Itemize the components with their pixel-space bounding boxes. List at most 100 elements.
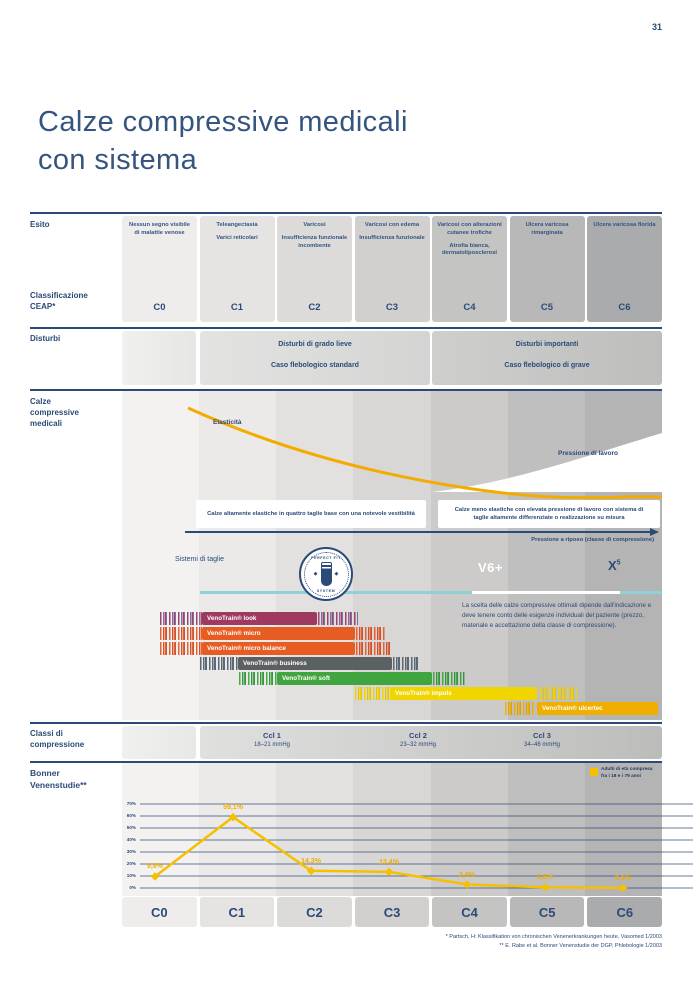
compression-classes-label: Classi di compressione <box>30 729 85 750</box>
data-point-label: 2,9% <box>459 871 475 879</box>
data-point-marker <box>150 872 160 881</box>
stocking-icon <box>320 562 332 586</box>
axis-cell-c6: C6 <box>587 897 663 927</box>
hatch-extension <box>160 642 202 655</box>
elasticity-curve <box>187 406 662 500</box>
product-label: VenoTrain® look <box>207 615 257 622</box>
product-bar: VenoTrain® micro <box>202 627 355 640</box>
hatch-extension <box>356 627 386 640</box>
legend-swatch <box>590 768 598 776</box>
footnotes: * Partsch, H: Klassifikation von chronis… <box>250 933 662 952</box>
ceap-cell-c6: Ulcera varicosa florida C6 <box>587 216 662 322</box>
selection-note: La scelta delle calze compressive ottima… <box>462 602 652 629</box>
ccl3-item: Ccl 3 34–46 mmHg <box>523 731 561 748</box>
ceap-cell-c0: Nessun segno visibile di malattie venose… <box>122 216 197 322</box>
product-label: VenoTrain® soft <box>282 675 331 682</box>
data-point-label: 0,6% <box>537 874 553 882</box>
badge-top-text: PERFECT FIT <box>311 555 341 560</box>
data-point-label: 14,3% <box>301 857 321 865</box>
less-elastic-stockings-box: Calze meno elastiche con elevata pressio… <box>438 500 660 528</box>
data-point-marker <box>618 883 628 893</box>
severe-case-text: Caso flebologico di grave <box>504 362 590 369</box>
data-point-marker <box>384 867 394 877</box>
axis-cell-c4: C4 <box>432 897 507 927</box>
axis-cell-c1: C1 <box>199 897 275 927</box>
product-bar: VenoTrain® ulcertec <box>537 702 658 715</box>
axis-cell-c3: C3 <box>354 897 430 927</box>
ceap-cell-c4: Varicosi con alterazioni cutanee trofich… <box>432 216 507 322</box>
page-title: Calze compressive medicali con sistema <box>38 106 408 177</box>
ccl2-item: Ccl 2 23–32 mmHg <box>399 731 437 748</box>
hatch-extension <box>433 672 465 685</box>
data-point-marker <box>462 880 472 889</box>
footnote-2: ** E. Rabe et al. Bonner Venenstudie der… <box>499 943 662 950</box>
hatch-extension <box>160 612 202 625</box>
hatch-extension <box>160 627 202 640</box>
perfect-fit-system-badge: PERFECT FIT ◆ ◆ SYSTEM <box>299 547 353 601</box>
ceap-classification-label: Classificazione CEAP* <box>30 291 88 312</box>
divider <box>30 212 662 214</box>
ceap-cell-c2: Varicosi Insufficienza funzionale incombe… <box>277 216 352 322</box>
classi-band-start <box>122 726 196 759</box>
data-point-label: 59,1% <box>223 804 243 812</box>
product-label: VenoTrain® micro <box>207 630 261 637</box>
product-label: VenoTrain® micro balance <box>207 645 286 652</box>
axis-cell-c5: C5 <box>509 897 585 927</box>
size-line-teal-right <box>620 591 662 594</box>
hatch-extension <box>318 612 358 625</box>
hatch-extension <box>393 657 418 670</box>
data-point-label: 9,6% <box>147 863 163 871</box>
severe-disorders-text: Disturbi importanti <box>515 341 579 348</box>
disturbi-band-severe: Disturbi importanti Caso flebologico di … <box>432 331 662 385</box>
disturbi-band-mild: Disturbi di grado lieve Caso flebologico… <box>200 331 430 385</box>
hatch-extension <box>355 687 390 700</box>
product-bar: VenoTrain® micro balance <box>202 642 355 655</box>
badge-bottom-text: SYSTEM <box>316 588 336 593</box>
page-number: 31 <box>651 22 662 32</box>
data-point-label: 0,1% <box>615 874 631 882</box>
disturbi-band-start <box>122 331 196 385</box>
diamond-icon: ◆ <box>313 571 318 577</box>
size-line-white <box>472 591 620 594</box>
product-bar: VenoTrain® business <box>238 657 392 670</box>
product-label: VenoTrain® ulcertec <box>542 705 603 712</box>
product-bar: VenoTrain® impuls <box>390 687 537 700</box>
ceap-axis-row: C0 C1 C2 C3 C4 C5 C6 <box>122 897 663 927</box>
axis-cell-c0: C0 <box>122 897 197 927</box>
divider <box>30 722 662 724</box>
standard-case-text: Caso flebologico standard <box>271 362 359 369</box>
ceap-header-row: Nessun segno visibile di malattie venose… <box>122 216 662 322</box>
x-axis-label: Pressione a riposo (classe di compressio… <box>531 537 654 543</box>
legend-text: Adulti di età compresa fra i 18 e i 79 a… <box>601 767 653 779</box>
elasticity-pressure-chart <box>187 406 662 500</box>
product-label: VenoTrain® impuls <box>395 690 452 697</box>
hatch-extension <box>356 642 390 655</box>
footnote-1: * Partsch, H: Klassifikation von chronis… <box>445 934 662 940</box>
hatch-extension <box>200 657 238 670</box>
calze-label: Calze compressive medicali <box>30 397 79 429</box>
ceap-cell-c3: Varicosi con edema Insufficienza funziona… <box>354 216 430 322</box>
product-bar: VenoTrain® soft <box>277 672 432 685</box>
bonner-study-label: Bonner Venenstudie** <box>30 768 87 790</box>
v6-size-system-label: V6+ <box>478 560 503 575</box>
x5-size-system-label: X5 <box>608 558 621 573</box>
bonner-line-chart <box>140 803 693 893</box>
product-label: VenoTrain® business <box>243 660 307 667</box>
elastic-stockings-box: Calze altamente elastiche in quattro tag… <box>196 500 426 528</box>
chart-legend: Adulti di età compresa fra i 18 e i 79 a… <box>590 767 656 781</box>
disturbi-label: Disturbi <box>30 334 61 343</box>
ceap-cell-c5: Ulcera varicosa rimarginata C5 <box>509 216 585 322</box>
working-pressure-label: Pressione di lavoro <box>558 450 618 457</box>
classi-band <box>200 726 662 759</box>
product-bar: VenoTrain® look <box>202 612 317 625</box>
ccl1-item: Ccl 1 18–21 mmHg <box>253 731 291 748</box>
axis-arrow-icon <box>650 527 659 536</box>
divider <box>30 389 662 391</box>
divider <box>30 327 662 329</box>
divider <box>30 761 662 763</box>
data-point-label: 13,4% <box>379 858 399 866</box>
size-systems-label: Sistemi di taglie <box>175 556 225 563</box>
elasticity-label: Elasticità <box>213 419 242 426</box>
bonner-column-stripes <box>122 763 662 896</box>
